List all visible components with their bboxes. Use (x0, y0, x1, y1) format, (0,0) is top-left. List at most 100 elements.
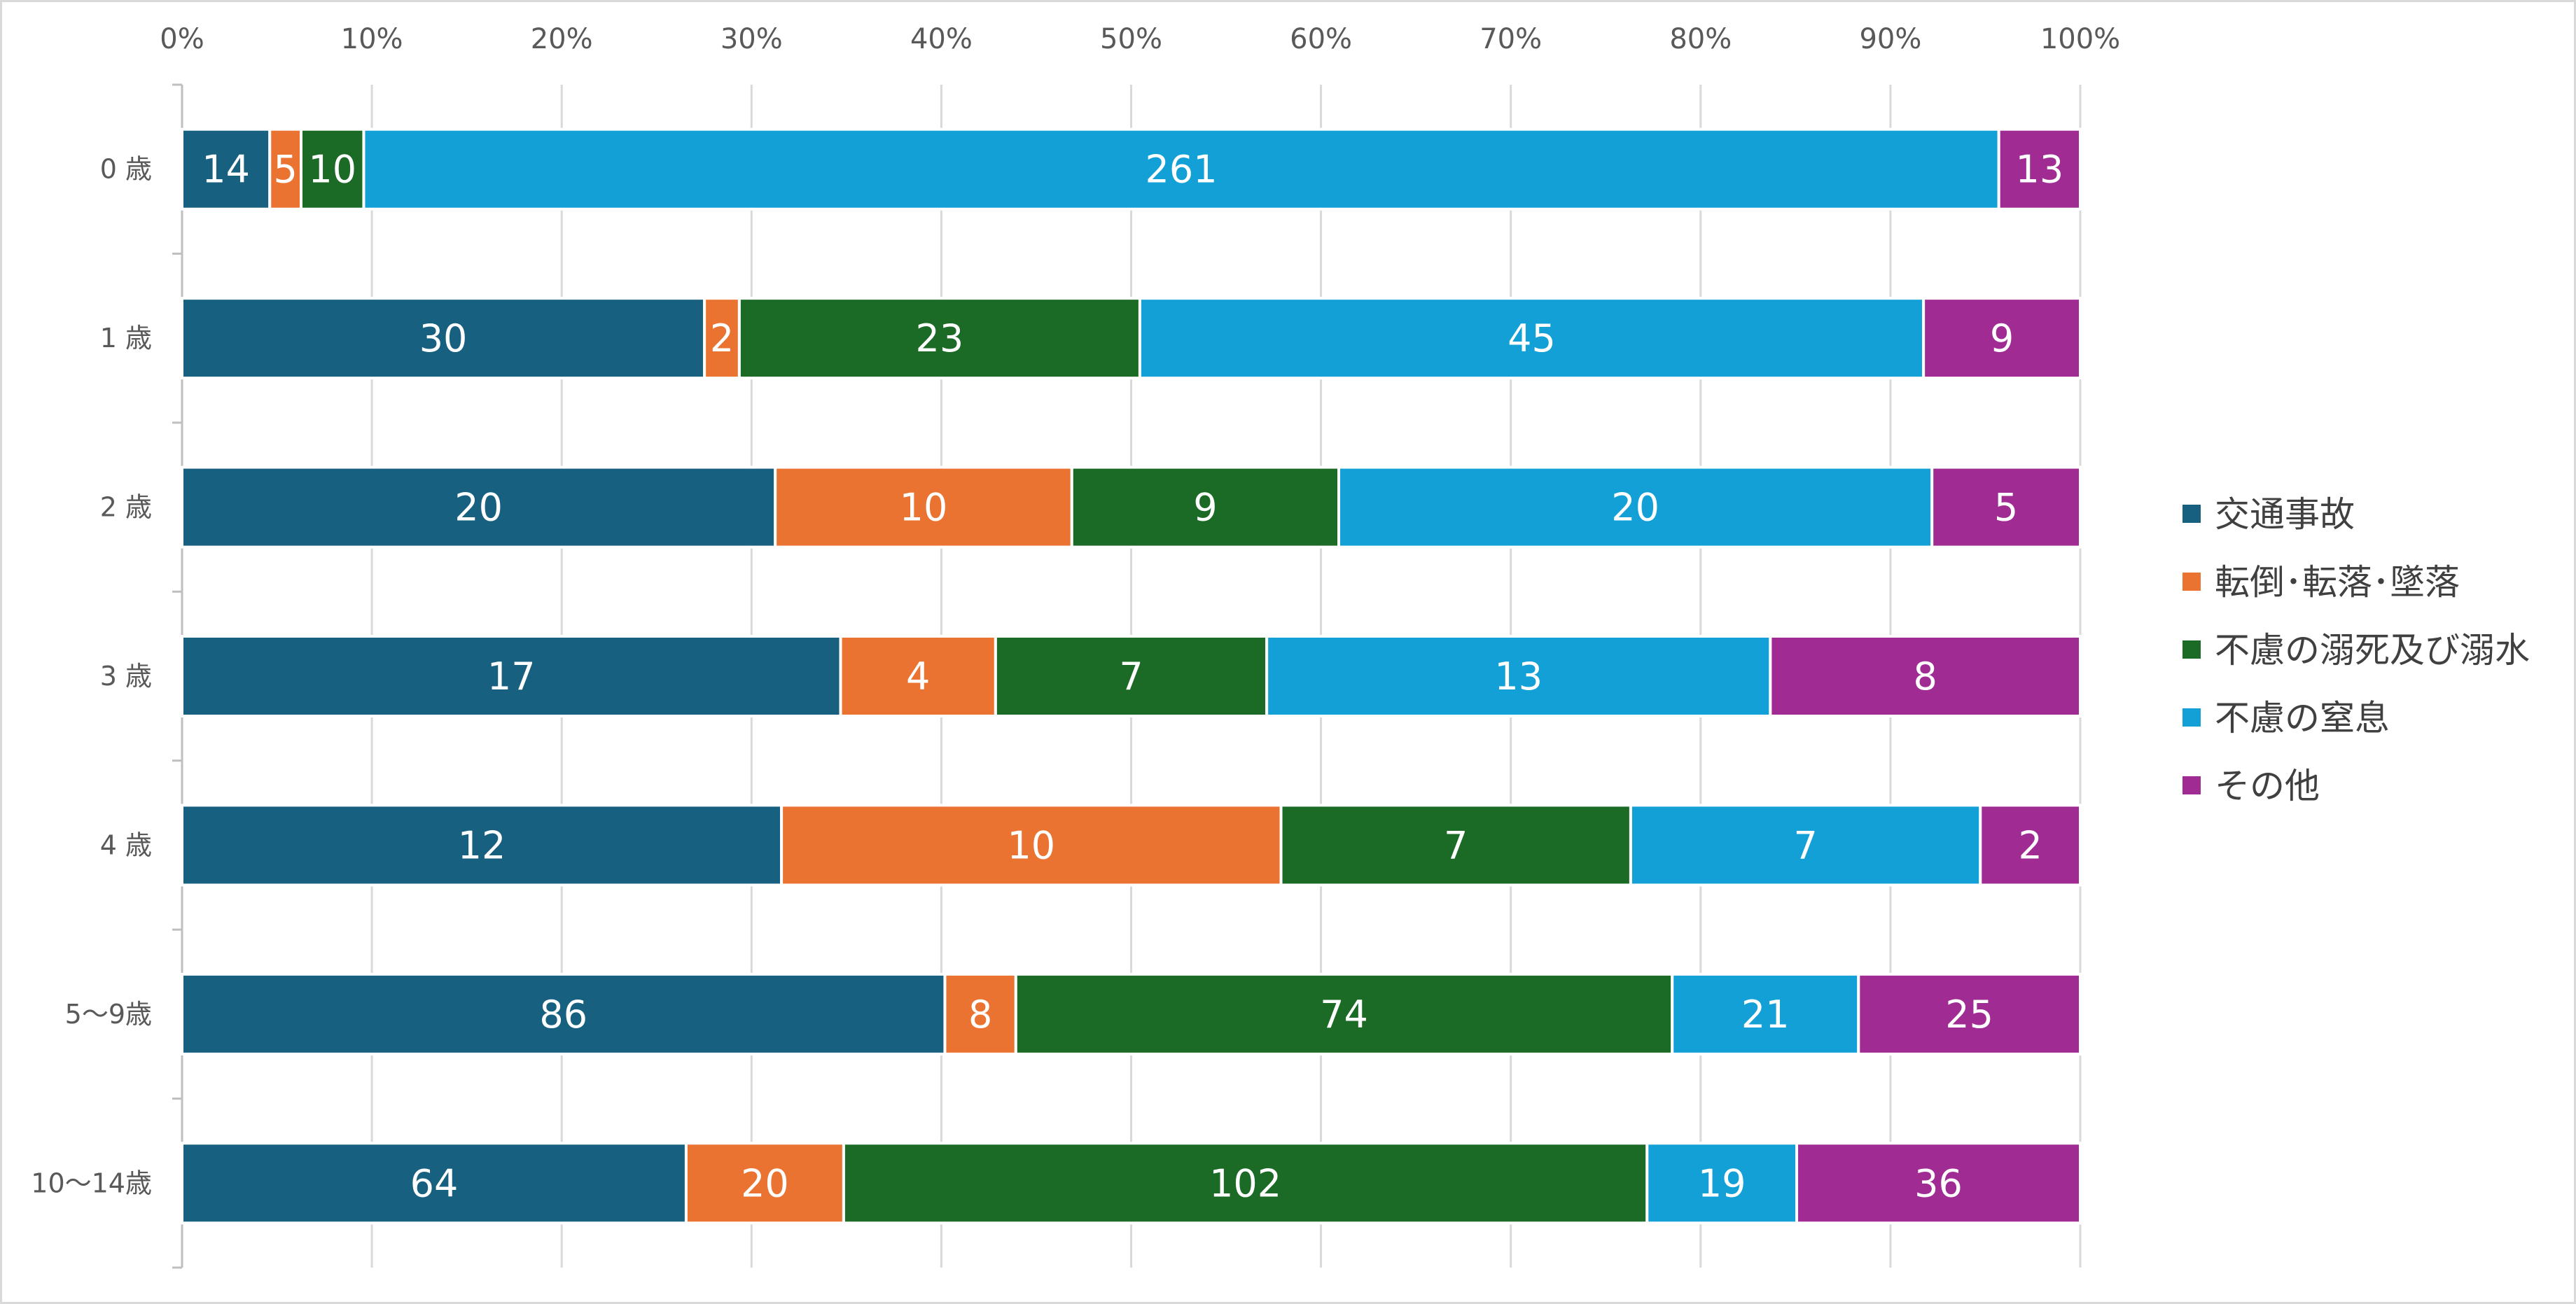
x-tick-label: 70% (1480, 23, 1542, 55)
x-tick-label: 100% (2040, 23, 2120, 55)
legend-swatch (2182, 776, 2201, 794)
bar-data-label: 23 (916, 316, 964, 360)
bar-segment (1014, 972, 1674, 1056)
bar-segment (1930, 465, 2082, 549)
legend-swatch (2182, 573, 2201, 591)
category-labels: 0 歳 1 歳 2 歳 3 歳 4 歳 5～9歳 10～14歳 (31, 154, 152, 1199)
x-tick-label: 0% (160, 23, 204, 55)
bar-data-label: 9 (1193, 486, 1217, 530)
bar-data-label: 74 (1320, 993, 1368, 1037)
category-label: 2 歳 (100, 492, 152, 523)
bar-data-label: 10 (900, 486, 948, 530)
bar-segment (774, 465, 1073, 549)
x-tick-label: 50% (1100, 23, 1162, 55)
bar-data-label: 7 (1793, 823, 1817, 867)
bar-data-label: 86 (539, 993, 587, 1037)
bar-segment (1857, 972, 2082, 1056)
bar-segment (362, 127, 2000, 211)
bar-segment (1997, 127, 2082, 211)
bar-data-label: 45 (1508, 316, 1556, 360)
bar-segment (1769, 635, 2082, 717)
bar-data-label: 13 (2015, 148, 2063, 192)
bar-segment (684, 1142, 845, 1225)
legend-label: その他 (2215, 766, 2320, 806)
bar-segment (268, 127, 302, 211)
bar-data-label: 2 (710, 316, 734, 360)
category-label: 10～14歳 (31, 1168, 152, 1198)
bar-data-label: 10 (308, 148, 356, 192)
category-label: 0 歳 (100, 154, 152, 185)
x-tick-label: 10% (341, 23, 403, 55)
bar-segment (1979, 804, 2082, 887)
bar-data-label: 8 (1914, 654, 1937, 699)
bar-data-label: 7 (1444, 823, 1468, 867)
bar-data-label: 19 (1698, 1161, 1746, 1205)
bar-segment (181, 804, 784, 887)
bar-data-label: 21 (1741, 993, 1790, 1037)
bar-segment (181, 972, 947, 1056)
bar-data-label: 261 (1146, 148, 1218, 192)
category-label: 5～9歳 (65, 999, 152, 1030)
bar-segment (1265, 635, 1772, 717)
bar-data-label: 2 (2018, 823, 2042, 867)
bar-data-label: 17 (487, 654, 536, 699)
bar-segment (1629, 804, 1982, 887)
category-label: 4 歳 (100, 829, 152, 860)
x-axis-ticks: 0% 10% 20% 30% 40% 50% 60% 70% 80% 90% 100% (160, 23, 2120, 55)
bar-segment (299, 127, 365, 211)
legend-label: 転倒･転落･墜落 (2215, 562, 2460, 603)
bar-segment (1070, 465, 1341, 549)
bar-data-label: 36 (1914, 1161, 1963, 1205)
x-tick-label: 20% (531, 23, 593, 55)
bar-segment (1138, 297, 1926, 380)
bar-segment (181, 465, 777, 549)
x-tick-label: 40% (910, 23, 973, 55)
x-tick-label: 30% (720, 23, 783, 55)
category-label: 3 歳 (100, 661, 152, 692)
bar-data-label: 64 (410, 1161, 459, 1205)
bar-data-label: 102 (1209, 1161, 1281, 1205)
bar-segment (994, 635, 1269, 717)
x-tick-label: 60% (1290, 23, 1352, 55)
bar-data-label: 7 (1119, 654, 1143, 699)
bar-data-label: 25 (1945, 993, 1993, 1037)
bar-segment (1279, 804, 1632, 887)
bar-segment (737, 297, 1141, 380)
bar-segment (181, 635, 842, 717)
bar-segment (1645, 1142, 1799, 1225)
bar-data-label: 13 (1494, 654, 1543, 699)
y-axis (172, 83, 183, 1269)
bar-data-label: 5 (1994, 486, 2018, 530)
category-label: 1 歳 (100, 323, 152, 353)
bar-data-label: 5 (273, 148, 297, 192)
bar-segment (1671, 972, 1860, 1056)
legend-swatch (2182, 505, 2201, 523)
bar-segment (1795, 1142, 2082, 1225)
legend-label: 交通事故 (2215, 494, 2355, 535)
bar-data-label: 30 (419, 316, 468, 360)
x-tick-label: 90% (1859, 23, 1921, 55)
bar-segment (703, 297, 741, 380)
bar-data-label: 8 (968, 993, 992, 1037)
bar-data-label: 20 (741, 1161, 789, 1205)
bar-data-label: 14 (202, 148, 250, 192)
x-tick-label: 80% (1669, 23, 1732, 55)
bar-segment (842, 1142, 1649, 1225)
bar-data-label: 20 (1611, 486, 1659, 530)
legend-swatch (2182, 640, 2201, 659)
bar-data-label: 12 (458, 823, 506, 867)
legend-label: 不慮の溺死及び溺水 (2215, 630, 2530, 671)
bar-segment (181, 127, 272, 211)
bar-data-label: 10 (1007, 823, 1055, 867)
bar-data-label: 9 (1990, 316, 2014, 360)
legend-label: 不慮の窒息 (2215, 698, 2390, 738)
bar-segment (1337, 465, 1934, 549)
bar-data-label: 20 (454, 486, 503, 530)
bar-segment (1922, 297, 2082, 380)
legend-swatch (2182, 708, 2201, 727)
bar-data-label: 4 (906, 654, 930, 699)
